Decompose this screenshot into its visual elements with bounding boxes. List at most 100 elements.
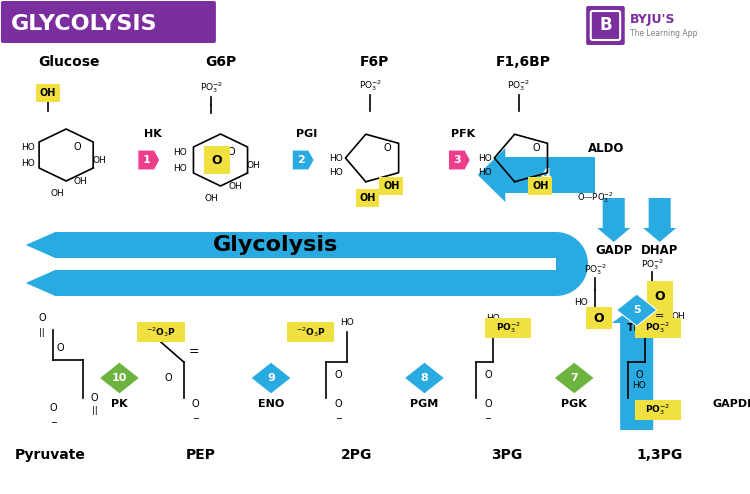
Text: O: O [74,142,81,152]
Text: $^{-2}$O$_3$P: $^{-2}$O$_3$P [296,325,326,339]
Text: ENO: ENO [258,399,284,409]
Text: F1,6BP: F1,6BP [496,55,551,69]
Text: ALDO: ALDO [588,141,625,155]
Text: O: O [594,312,604,325]
Text: OH: OH [50,189,64,198]
Text: PEP: PEP [185,448,215,462]
Text: 5: 5 [633,305,640,315]
Text: O: O [228,147,236,157]
FancyBboxPatch shape [36,84,60,102]
Text: F6P: F6P [360,55,389,69]
Text: B: B [599,16,612,34]
FancyBboxPatch shape [646,281,673,319]
Text: BYJU'S: BYJU'S [630,13,676,27]
Text: HO: HO [574,297,587,306]
Text: HO: HO [329,154,344,163]
Polygon shape [404,362,445,394]
Text: $^{-2}$O$_3$P: $^{-2}$O$_3$P [146,325,176,339]
Text: O: O [192,399,200,409]
Polygon shape [99,362,140,394]
Text: O: O [164,373,172,383]
Text: PO$_3^{-2}$: PO$_3^{-2}$ [645,403,670,417]
Text: 1: 1 [143,155,151,165]
Text: OH: OH [532,181,548,191]
Text: _: _ [485,409,490,419]
Text: 4: 4 [541,167,551,182]
Text: ||: || [92,406,98,414]
FancyBboxPatch shape [380,177,404,195]
FancyBboxPatch shape [204,146,230,174]
Text: DHAP: DHAP [641,244,678,256]
Text: =: = [188,345,200,359]
Text: HO: HO [340,318,354,327]
Text: PGI: PGI [296,129,317,139]
Polygon shape [556,232,588,296]
Text: O: O [484,370,492,380]
Text: OH: OH [205,194,218,203]
Text: O: O [38,313,46,323]
Text: OH: OH [74,176,88,186]
Text: O: O [484,399,492,409]
Polygon shape [616,294,657,326]
Text: PO$_3^{-2}$: PO$_3^{-2}$ [640,257,664,273]
Text: HO: HO [21,159,34,167]
Text: PO$_3^{-2}$: PO$_3^{-2}$ [496,321,520,335]
Polygon shape [292,150,314,170]
Polygon shape [138,150,160,170]
FancyBboxPatch shape [356,189,380,207]
Text: PFK: PFK [451,129,475,139]
Polygon shape [56,258,556,270]
Text: OH: OH [40,88,56,98]
Text: OH: OH [671,312,685,321]
Text: OH: OH [383,181,400,191]
FancyBboxPatch shape [1,1,216,43]
Text: O: O [654,289,665,302]
Polygon shape [448,150,470,170]
Text: 10: 10 [112,373,127,383]
Polygon shape [56,232,556,258]
Text: PO$_3^{-2}$: PO$_3^{-2}$ [508,79,531,93]
Text: Glycolysis: Glycolysis [213,235,338,255]
Text: HO: HO [487,314,500,323]
FancyBboxPatch shape [286,322,334,342]
Polygon shape [554,362,595,394]
Text: G6P: G6P [205,55,236,69]
Text: 6: 6 [731,373,739,383]
Text: PGM: PGM [410,399,439,409]
Polygon shape [251,362,291,394]
Text: HK: HK [144,129,161,139]
FancyBboxPatch shape [137,322,184,342]
Text: O—PO$_3^{-2}$: O—PO$_3^{-2}$ [577,191,614,206]
Polygon shape [643,198,676,242]
FancyBboxPatch shape [485,318,531,338]
Text: Glucose: Glucose [38,55,100,69]
Text: HO: HO [478,167,492,176]
Text: HO: HO [329,167,344,176]
FancyBboxPatch shape [586,307,612,329]
Text: O: O [211,154,222,166]
Text: OH: OH [92,156,106,165]
Text: O: O [91,393,98,403]
Text: 1,3PG: 1,3PG [637,448,682,462]
Text: 7: 7 [570,373,578,383]
Text: HO: HO [478,154,492,163]
Text: PO$_3^{-2}$: PO$_3^{-2}$ [200,81,223,95]
Text: O: O [50,403,57,413]
Text: GLYCOLYSIS: GLYCOLYSIS [11,14,158,34]
Text: O: O [532,143,540,153]
Text: HO: HO [173,164,187,172]
Text: GAPDH: GAPDH [712,399,750,409]
Polygon shape [478,148,506,202]
FancyBboxPatch shape [634,400,681,420]
Polygon shape [715,362,750,394]
Text: ||: || [40,328,45,336]
Text: HO: HO [173,148,187,157]
Polygon shape [612,305,662,430]
Text: PO$_3^{-2}$: PO$_3^{-2}$ [358,79,382,93]
Text: =: = [655,311,664,321]
Text: O: O [57,343,64,353]
FancyBboxPatch shape [634,318,681,338]
Text: HO: HO [638,318,652,327]
Text: PO$_3^{-2}$: PO$_3^{-2}$ [645,321,670,335]
Text: PGK: PGK [561,399,587,409]
